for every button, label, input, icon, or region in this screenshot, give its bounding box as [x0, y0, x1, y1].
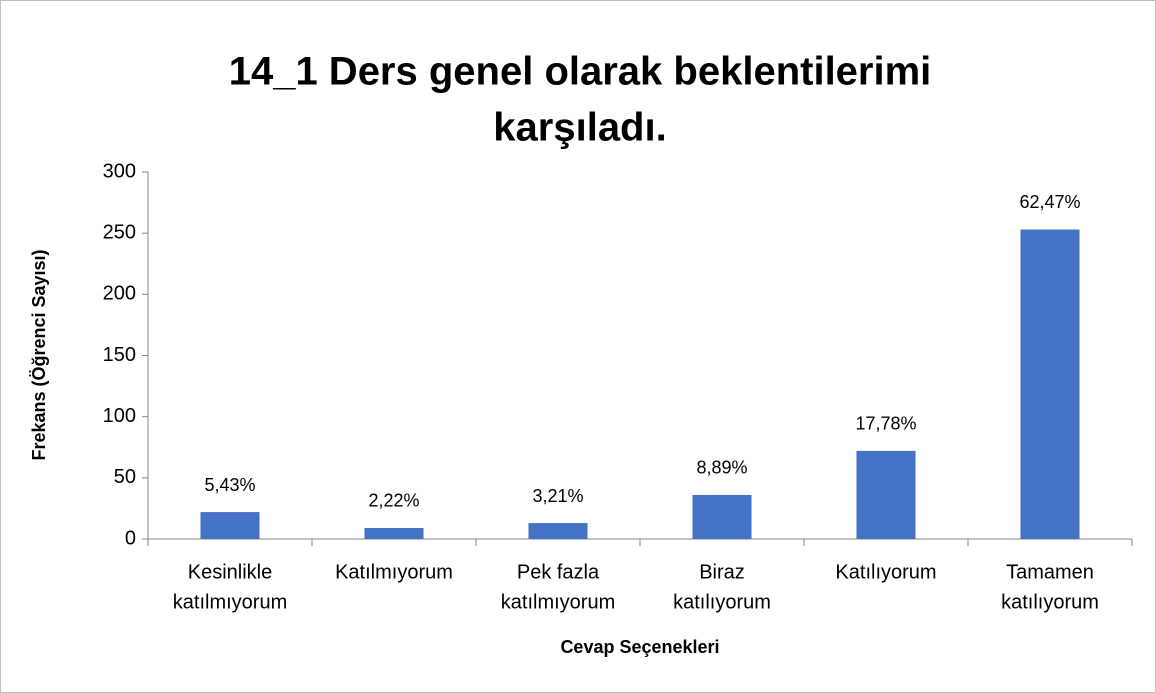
- y-tick-label: 150: [103, 344, 136, 366]
- x-tick-label: Biraz: [699, 561, 745, 583]
- x-tick-label: katılmıyorum: [501, 591, 615, 613]
- x-tick-label: Pek fazla: [517, 561, 600, 583]
- y-tick-label: 100: [103, 405, 136, 427]
- data-label: 3,21%: [532, 486, 583, 506]
- bar: [200, 512, 260, 539]
- y-tick-label: 250: [103, 221, 136, 243]
- data-label: 17,78%: [855, 414, 916, 434]
- x-tick-label: katılmıyorum: [173, 591, 287, 613]
- bar: [1020, 229, 1080, 539]
- x-tick-label: Kesinlikle: [188, 561, 272, 583]
- bar: [856, 450, 916, 539]
- y-tick-label: 0: [125, 527, 136, 549]
- x-tick-label: katılıyorum: [1001, 591, 1099, 613]
- chart-title: karşıladı.: [493, 106, 666, 150]
- chart-title: 14_1 Ders genel olarak beklentilerimi: [229, 50, 932, 94]
- bar: [692, 494, 752, 539]
- data-label: 8,89%: [696, 458, 747, 478]
- x-tick-label: Katılmıyorum: [335, 561, 453, 583]
- data-label: 2,22%: [368, 491, 419, 511]
- x-tick-label: Tamamen: [1006, 561, 1094, 583]
- x-axis-title: Cevap Seçenekleri: [560, 637, 719, 657]
- x-tick-label: Katılıyorum: [835, 561, 936, 583]
- bar: [364, 527, 424, 539]
- data-label: 5,43%: [204, 475, 255, 495]
- data-label: 62,47%: [1019, 192, 1080, 212]
- x-tick-label: katılıyorum: [673, 591, 771, 613]
- y-tick-label: 200: [103, 283, 136, 305]
- y-axis-title: Frekans (Öğrenci Sayısı): [29, 249, 49, 460]
- bar: [528, 523, 588, 539]
- y-tick-label: 300: [103, 160, 136, 182]
- y-tick-label: 50: [114, 466, 136, 488]
